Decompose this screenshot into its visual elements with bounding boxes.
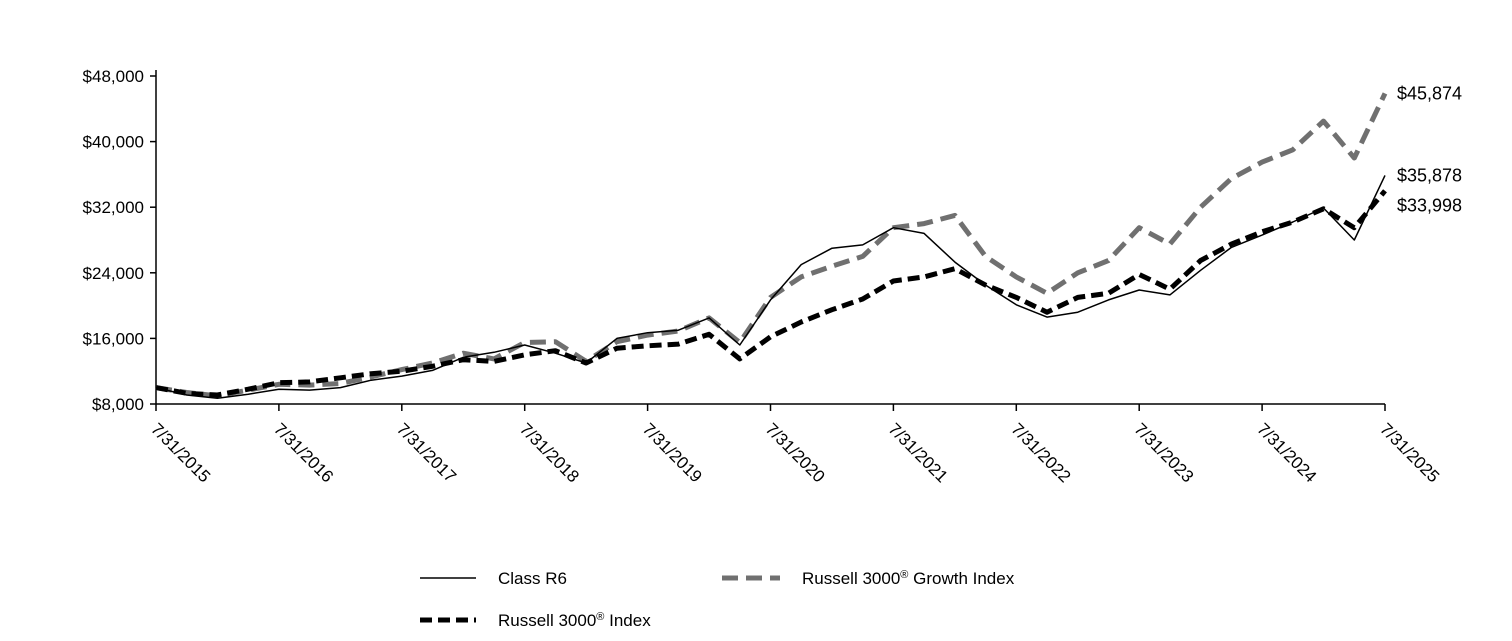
legend-item-russell-3000: Russell 3000® Index	[420, 611, 651, 630]
end-value-labels: $45,874 $35,878 $33,998	[1397, 83, 1462, 215]
y-tick-label: $24,000	[83, 264, 144, 283]
legend-label-russell-3000: Russell 3000® Index	[498, 611, 651, 630]
x-axis: 7/31/2015 7/31/2016 7/31/2017 7/31/2018 7/31…	[147, 403, 1443, 486]
x-tick-label: 7/31/2015	[147, 419, 214, 486]
legend: Class R6 Russell 3000® Growth Index Russ…	[420, 569, 1015, 630]
legend-label-russell-3000-growth: Russell 3000® Growth Index	[802, 569, 1015, 588]
x-tick-label: 7/31/2020	[762, 419, 829, 486]
x-tick-label: 7/31/2024	[1253, 419, 1320, 486]
legend-item-russell-3000-growth: Russell 3000® Growth Index	[722, 569, 1015, 588]
y-tick-label: $16,000	[83, 329, 144, 348]
y-tick-label: $32,000	[83, 198, 144, 217]
end-value-label: $33,998	[1397, 195, 1462, 215]
end-value-label: $45,874	[1397, 83, 1462, 103]
x-tick-label: 7/31/2023	[1130, 419, 1197, 486]
legend-label-class-r6: Class R6	[498, 569, 567, 588]
x-tick-label: 7/31/2018	[516, 419, 583, 486]
series-line-class-r6	[155, 175, 1386, 400]
series-line-russell-3000-index	[155, 189, 1387, 398]
series-line-russell-3000-growth-index	[155, 92, 1388, 399]
x-tick-label: 7/31/2025	[1376, 419, 1443, 486]
y-tick-label: $8,000	[92, 395, 144, 414]
y-axis: $8,000 $16,000 $24,000 $32,000 $40,000 $48,00…	[83, 67, 157, 414]
y-tick-label: $40,000	[83, 133, 144, 152]
x-tick-label: 7/31/2019	[639, 419, 706, 486]
legend-item-class-r6: Class R6	[420, 569, 567, 588]
x-tick-label: 7/31/2016	[270, 419, 337, 486]
x-tick-label: 7/31/2017	[393, 419, 460, 486]
series-lines	[155, 92, 1388, 400]
x-tick-label: 7/31/2022	[1007, 419, 1074, 486]
x-tick-label: 7/31/2021	[885, 419, 952, 486]
end-value-label: $35,878	[1397, 165, 1462, 185]
y-tick-label: $48,000	[83, 67, 144, 86]
